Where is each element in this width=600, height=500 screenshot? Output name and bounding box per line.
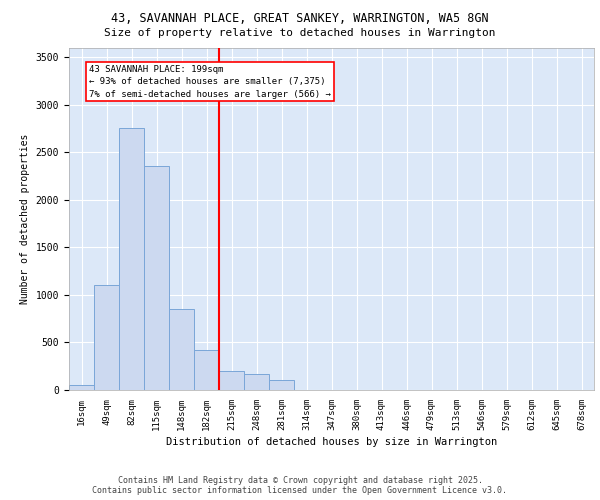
Y-axis label: Number of detached properties: Number of detached properties [20,134,30,304]
Bar [169,309,194,390]
Bar [219,371,244,390]
Bar [194,350,219,390]
Bar [269,380,294,390]
Bar [69,385,94,390]
Text: Contains HM Land Registry data © Crown copyright and database right 2025.
Contai: Contains HM Land Registry data © Crown c… [92,476,508,495]
Bar [94,286,119,390]
X-axis label: Distribution of detached houses by size in Warrington: Distribution of detached houses by size … [166,437,497,447]
Bar [144,166,169,390]
Text: 43, SAVANNAH PLACE, GREAT SANKEY, WARRINGTON, WA5 8GN: 43, SAVANNAH PLACE, GREAT SANKEY, WARRIN… [111,12,489,26]
Bar [244,374,269,390]
Text: Size of property relative to detached houses in Warrington: Size of property relative to detached ho… [104,28,496,38]
Text: 43 SAVANNAH PLACE: 199sqm
← 93% of detached houses are smaller (7,375)
7% of sem: 43 SAVANNAH PLACE: 199sqm ← 93% of detac… [89,64,331,98]
Bar [119,128,144,390]
